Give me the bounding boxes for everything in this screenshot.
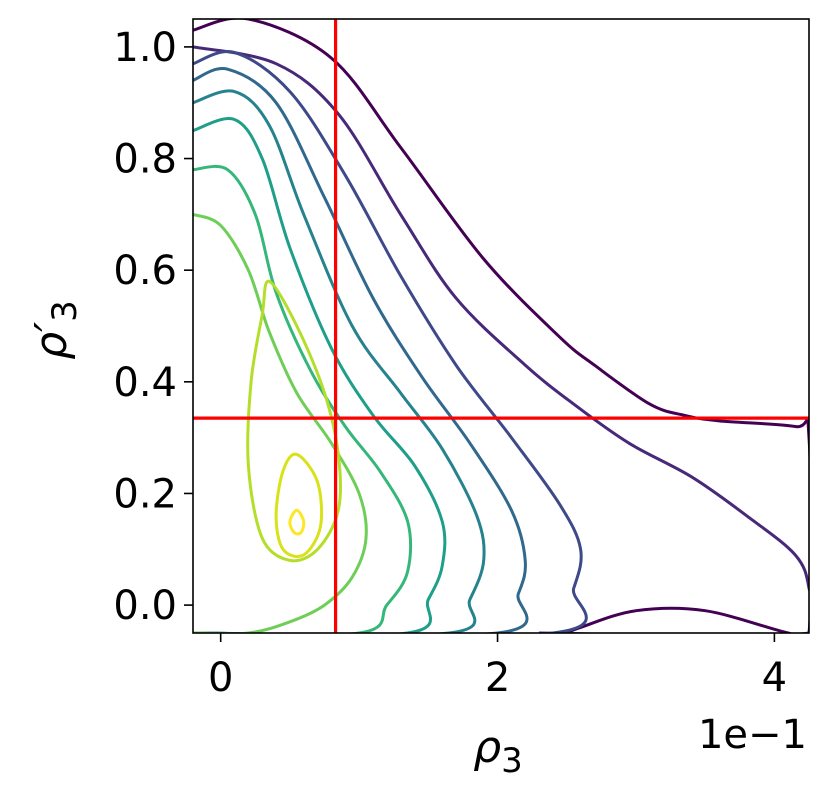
reference-lines — [193, 19, 809, 633]
contour-line-level-6 — [193, 117, 447, 633]
x-tick-label: 4 — [762, 655, 787, 701]
y-axis-ticks: 0.0 0.2 0.4 0.6 0.8 1.0 — [113, 25, 193, 629]
x-axis-ticks: 0 2 4 — [208, 633, 787, 701]
contour-line-level-5 — [193, 89, 486, 633]
contour-line-level-3 — [193, 50, 588, 633]
contour-line-level-8 — [193, 212, 368, 633]
y-tick-label: 0.6 — [113, 248, 177, 294]
contour-line-level-11 — [288, 508, 306, 536]
x-axis-label: ρ3 — [473, 722, 523, 781]
contour-lines — [193, 19, 809, 633]
contour-line-level-2 — [193, 45, 809, 633]
contour-line-level-7 — [193, 164, 413, 633]
x-tick-label: 2 — [485, 655, 510, 701]
y-axis-label: ρ′3 — [26, 300, 85, 360]
y-tick-label: 0.2 — [113, 471, 177, 517]
contour-line-level-10 — [274, 452, 324, 558]
contour-line-level-4 — [193, 67, 529, 633]
y-tick-label: 0.4 — [113, 360, 177, 406]
plot-frame — [192, 18, 810, 634]
x-offset-text: 1e−1 — [698, 712, 807, 758]
y-tick-label: 0.0 — [113, 583, 177, 629]
x-tick-label: 0 — [208, 655, 233, 701]
plot-background — [193, 19, 809, 633]
contour-line-level-9 — [246, 279, 343, 563]
y-tick-label: 1.0 — [113, 25, 177, 71]
y-tick-label: 0.8 — [113, 137, 177, 183]
